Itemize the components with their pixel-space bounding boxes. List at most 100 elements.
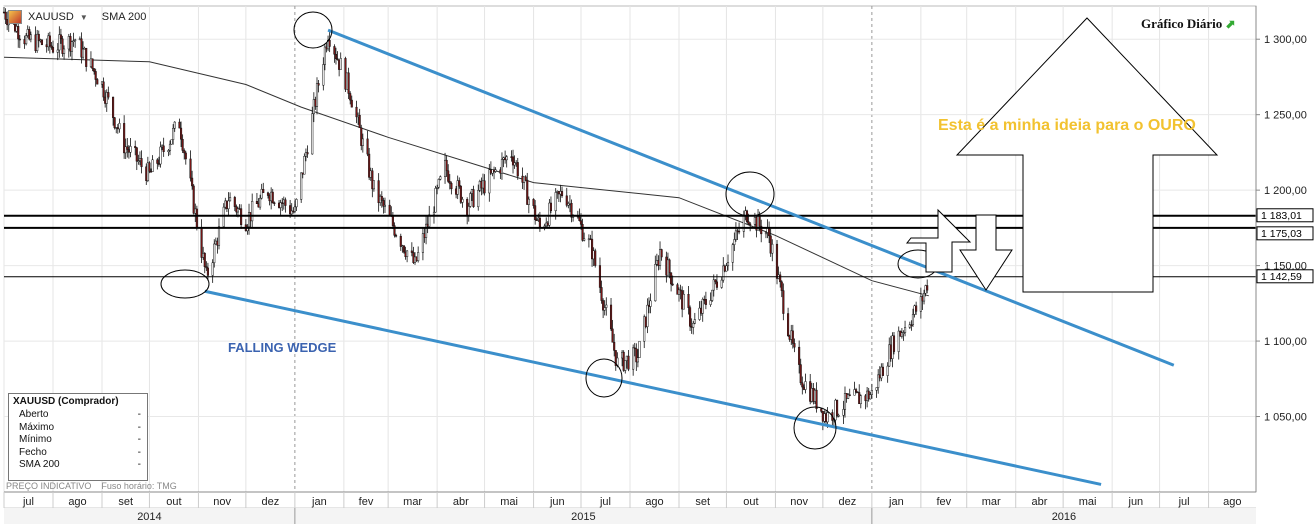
candle [192, 184, 195, 215]
info-label: Fecho [19, 446, 47, 458]
candle [140, 150, 143, 174]
candle-body [146, 162, 149, 181]
info-label: Mínimo [19, 434, 52, 445]
info-row: SMA 200 - [9, 459, 147, 472]
candle [436, 184, 439, 195]
candle-body [40, 39, 43, 45]
candle-body [483, 180, 486, 194]
candle [733, 232, 736, 252]
candle-body [434, 188, 437, 213]
chevron-down-icon[interactable]: ▼ [79, 12, 88, 22]
candle-body [349, 93, 352, 101]
candle [380, 191, 383, 208]
candle-body [742, 215, 745, 232]
candle [162, 137, 165, 157]
candle-body [535, 219, 538, 221]
candle [135, 147, 138, 171]
candle-body [81, 48, 85, 58]
instrument-logo-icon[interactable] [8, 10, 22, 24]
candle [692, 321, 695, 335]
candle [40, 39, 43, 46]
candle [646, 298, 649, 334]
candle [85, 47, 88, 72]
candle [583, 232, 586, 242]
candle-body [720, 279, 723, 288]
candle-body [391, 215, 394, 226]
candle-body [129, 146, 132, 153]
candle-body [328, 40, 331, 47]
candle [180, 121, 183, 147]
candle-body [377, 180, 380, 204]
candle [123, 115, 126, 159]
candle [668, 258, 671, 279]
candle-body [112, 96, 115, 118]
candle [358, 108, 361, 129]
candle [259, 194, 262, 210]
y-tick-label: 1 100,00 [1264, 336, 1307, 348]
candle [262, 182, 265, 194]
candle-body [524, 176, 527, 181]
idea-annotation: Esta é a minha ideia para o OURO [938, 117, 1196, 134]
candle [255, 192, 258, 204]
candle-body [105, 92, 108, 104]
candle [59, 28, 62, 44]
candle [609, 298, 613, 332]
candle [284, 197, 287, 213]
candle [780, 280, 783, 298]
candle [749, 221, 752, 232]
symbol-label[interactable]: XAUUSD [28, 11, 74, 23]
candle-body [28, 29, 31, 40]
candle [560, 186, 564, 198]
candle [911, 308, 915, 327]
candle-body [361, 138, 364, 146]
pattern-annotation: FALLING WEDGE [228, 340, 337, 355]
candle-body [124, 146, 127, 154]
candle-body [548, 202, 551, 226]
candle [804, 373, 807, 394]
candle [317, 79, 320, 93]
x-tick-label: jun [1128, 496, 1144, 508]
candle-body [290, 210, 293, 215]
candle [632, 344, 635, 376]
candle [334, 47, 338, 65]
candle [445, 155, 448, 177]
candle [638, 340, 641, 358]
highlight-circle [793, 406, 837, 450]
candle [472, 185, 475, 208]
candle [926, 279, 929, 294]
candle [56, 43, 59, 61]
x-tick-label: set [118, 496, 133, 508]
candle [293, 200, 296, 214]
candle-body [156, 159, 159, 164]
candle-body [609, 304, 613, 330]
indicator-label[interactable]: SMA 200 [101, 11, 147, 23]
candle [494, 167, 497, 173]
info-row: Aberto - [9, 409, 147, 422]
x-tick-label: jul [599, 496, 611, 508]
candle-body [94, 71, 97, 80]
candle [461, 196, 464, 208]
candle-body [229, 197, 232, 202]
candle-body [583, 238, 586, 241]
candle [336, 51, 339, 61]
candle-body [461, 199, 464, 203]
candle [447, 164, 450, 183]
candle-body [922, 293, 926, 302]
candle [881, 363, 884, 376]
y-tick-label: 1 300,00 [1264, 34, 1307, 46]
candle [322, 57, 325, 91]
candle-body [779, 274, 782, 283]
candle [156, 158, 159, 170]
candle-body [262, 189, 265, 194]
candle-body [37, 33, 40, 41]
candle [836, 399, 839, 418]
candle-body [323, 46, 326, 65]
candle-body [178, 121, 181, 129]
candle-body [897, 330, 900, 352]
candle [51, 40, 55, 54]
candle [456, 175, 459, 200]
candle [195, 205, 198, 231]
candle-body [317, 83, 320, 86]
candle-body [336, 58, 339, 60]
info-label: Aberto [19, 409, 49, 420]
